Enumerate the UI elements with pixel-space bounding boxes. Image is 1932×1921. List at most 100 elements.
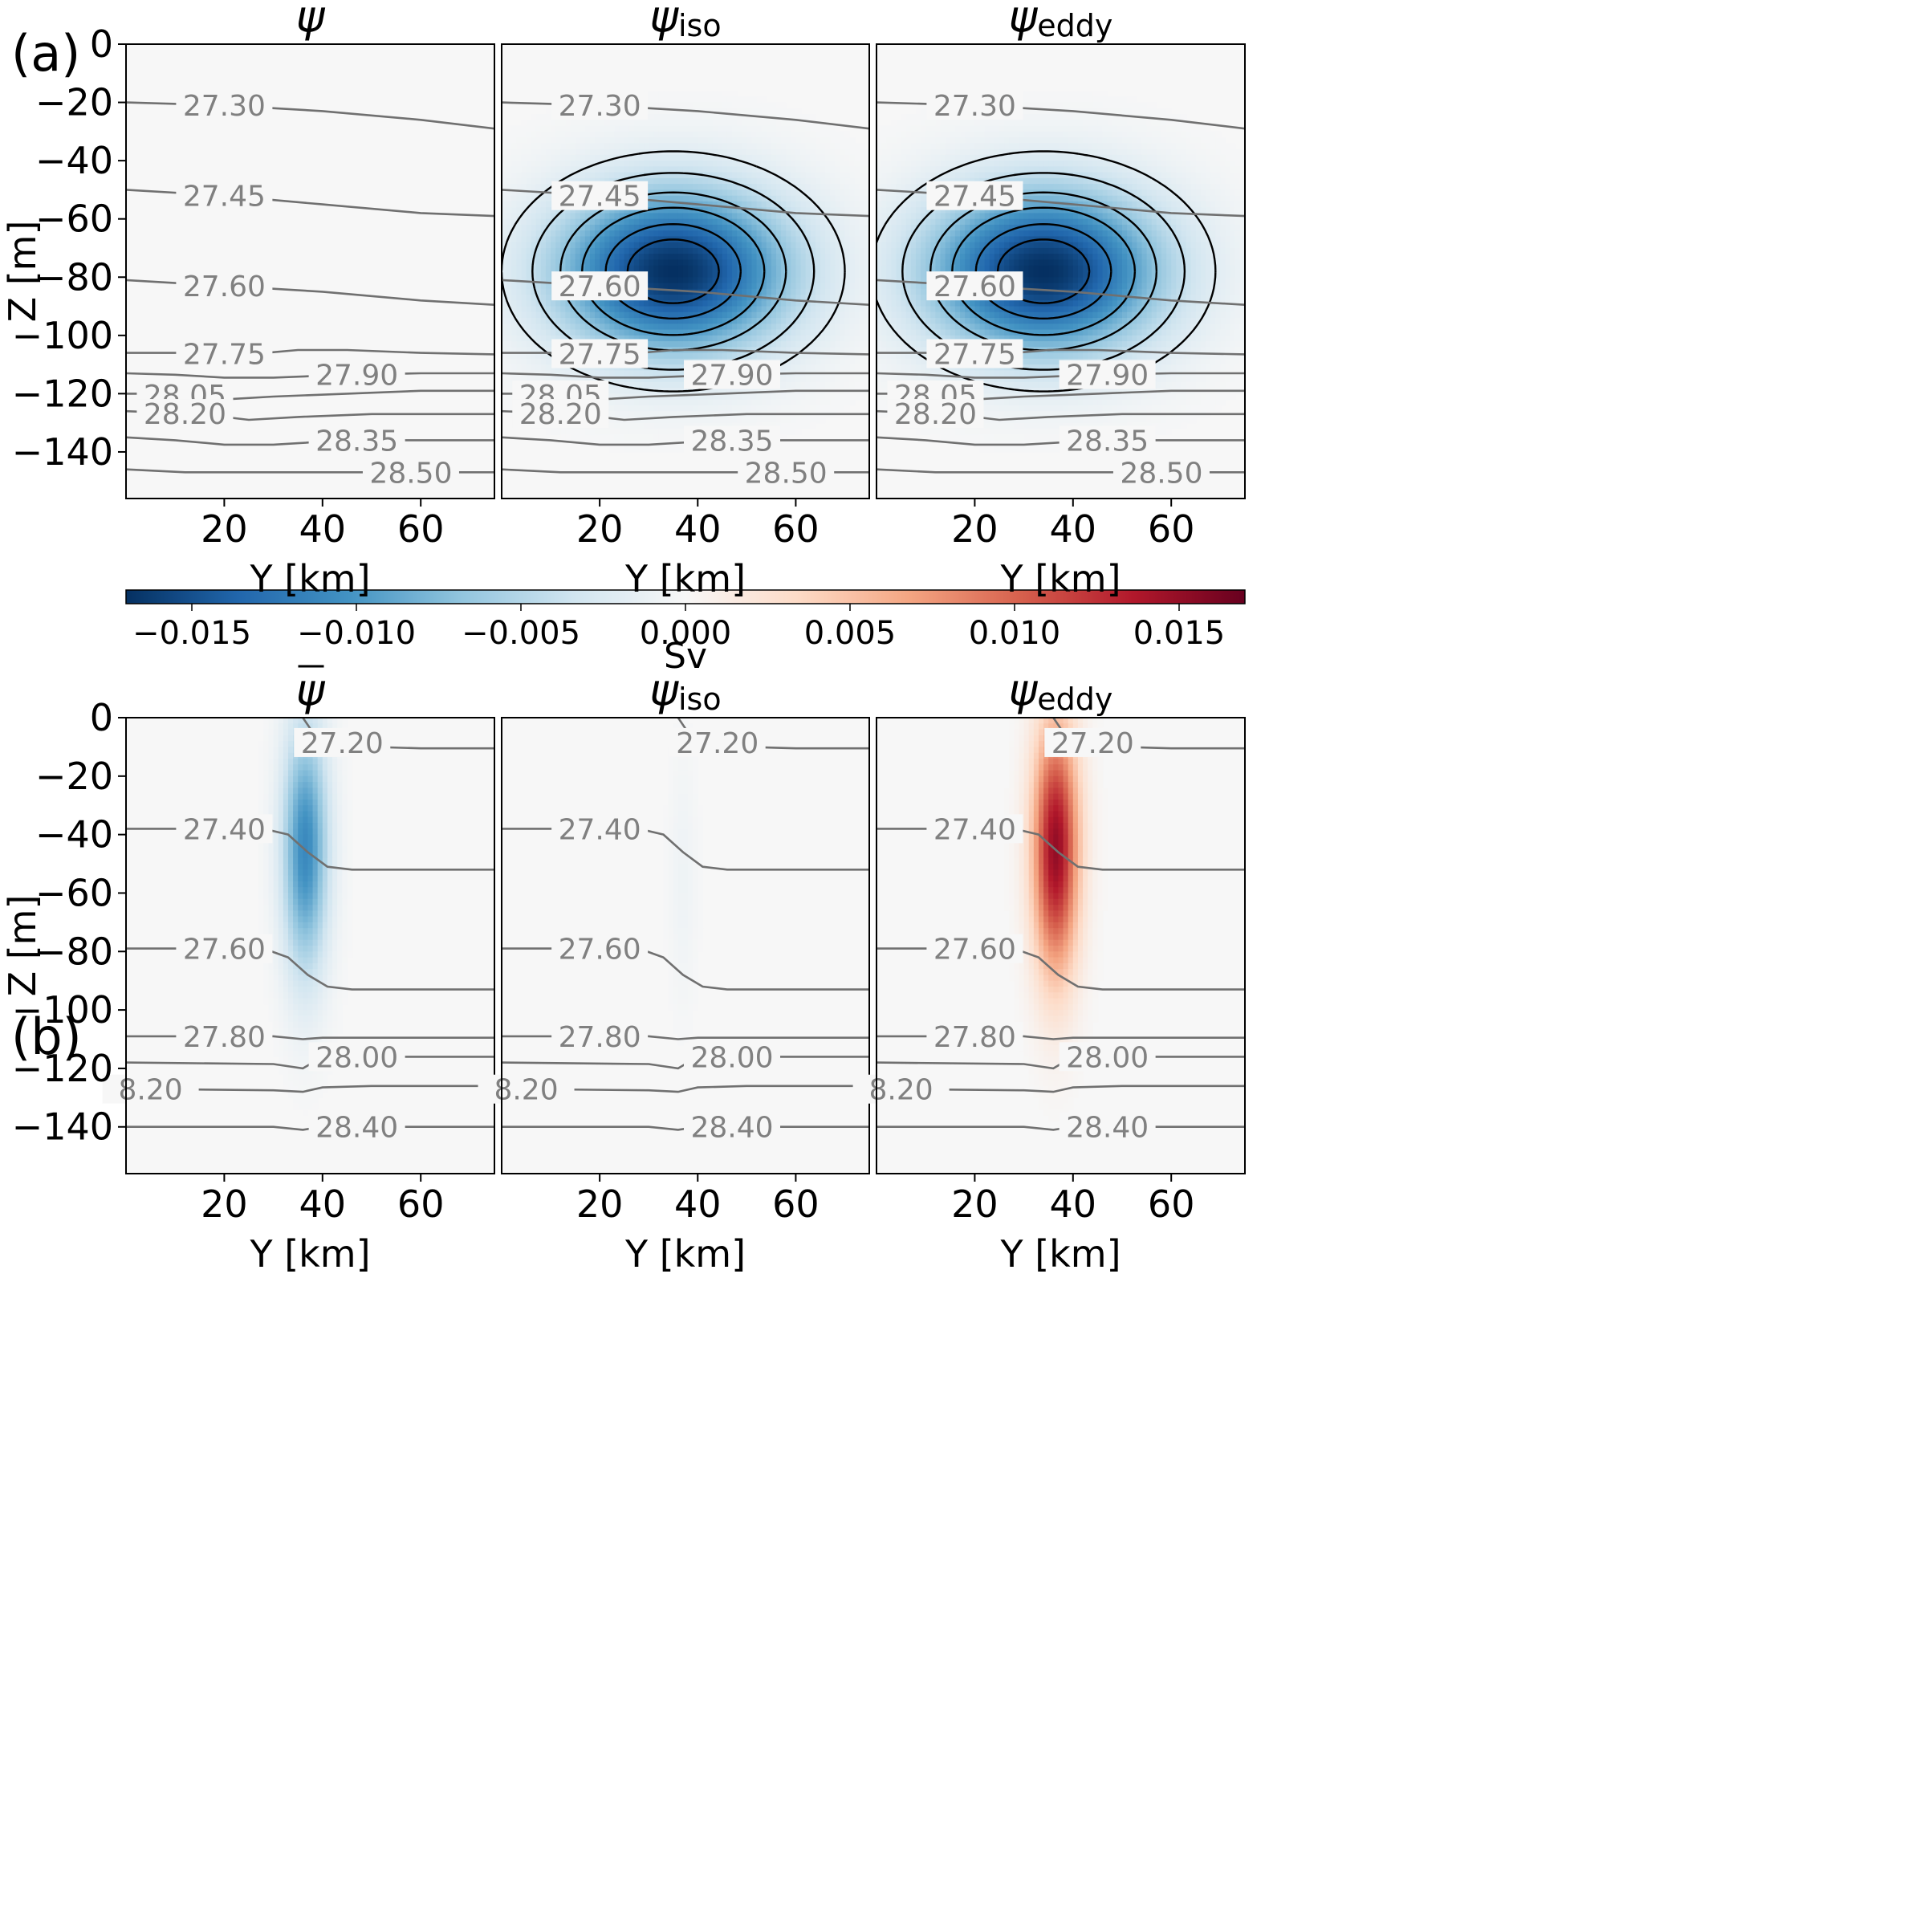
heatmap-cell [844,247,851,254]
heatmap-cell [805,161,811,168]
heatmap-cell [1048,120,1055,127]
heatmap-cell [638,242,645,249]
heatmap-cell [565,247,571,254]
heatmap-cell [584,428,591,435]
heatmap-cell [756,161,763,168]
heatmap-cell [717,265,723,272]
heatmap-cell [859,236,865,243]
heatmap-cell [1068,114,1074,121]
heatmap-cell [722,399,728,406]
heatmap-cell [825,352,831,360]
heatmap-cell [771,236,777,243]
heatmap-cell [682,411,689,418]
heatmap-cell [698,335,704,342]
heatmap-cell [658,405,665,412]
heatmap-cell [677,405,684,412]
heatmap-cell [810,288,816,295]
heatmap-cell [849,154,856,161]
heatmap-cell [663,91,669,98]
heatmap-cell [732,254,738,261]
heatmap-cell [638,131,645,138]
heatmap-cell [1220,137,1226,144]
heatmap-cell [580,329,586,336]
heatmap-cell [775,177,782,185]
heatmap-cell [940,125,946,132]
heatmap-cell [999,131,1005,138]
heatmap-cell [673,271,679,278]
x-tick-label: 20 [576,507,624,551]
heatmap-cell [742,399,748,406]
heatmap-cell [1097,114,1104,121]
heatmap-cell [673,376,679,383]
heatmap-cell [974,120,981,127]
heatmap-cell [712,213,718,220]
heatmap-cell [624,166,630,173]
heatmap-cell [565,370,571,377]
heatmap-cell [854,177,860,185]
heatmap-cell [565,230,571,238]
heatmap-cell [820,166,826,173]
heatmap-cell [746,189,753,197]
heatmap-cell [930,125,937,132]
heatmap-cell [589,131,596,138]
heatmap-cell [682,224,689,231]
heatmap-cell [570,254,576,261]
heatmap-cell [746,108,753,115]
heatmap-cell [766,300,772,307]
heatmap-cell [698,218,704,226]
heatmap-cell [781,224,787,231]
heatmap-cell [1077,114,1084,121]
heatmap-cell [864,341,869,348]
heatmap-cell [786,318,791,325]
heatmap-cell [633,446,640,453]
heatmap-cell [835,329,841,336]
heatmap-cell [781,114,787,121]
heatmap-cell [644,131,649,138]
heatmap-cell [761,405,767,412]
heatmap-cell [1092,131,1099,138]
heatmap-cell [726,399,733,406]
heatmap-cell [511,213,518,220]
y-tick-label: −20 [35,81,113,124]
heatmap-cell [800,242,807,249]
heatmap-cell [545,300,551,307]
heatmap-cell [609,161,616,168]
heatmap-cell [800,318,807,325]
heatmap-cell [830,405,836,412]
heatmap-cell [589,143,596,150]
heatmap-cell [580,230,586,238]
heatmap-cell [1146,131,1153,138]
heatmap-cell [746,207,753,214]
heatmap-cell [668,271,674,278]
heatmap-cell [864,161,869,168]
heatmap-cell [722,201,728,208]
heatmap-cell [619,161,625,168]
heatmap-cell [781,259,787,267]
heatmap-cell [707,417,714,424]
heatmap-cell [775,154,782,161]
heatmap-cell [502,329,507,336]
heatmap-cell [698,271,704,278]
heatmap-cell [795,364,802,372]
heatmap-cell [688,224,693,231]
heatmap-cell [614,259,620,267]
heatmap-cell [698,324,704,331]
heatmap-cell [521,306,527,313]
heatmap-cell [668,91,674,98]
heatmap-cell [575,131,581,138]
heatmap-cell [560,318,567,325]
heatmap-cell [653,172,660,179]
heatmap-cell [815,288,821,295]
heatmap-cell [560,218,567,226]
heatmap-cell [502,254,507,261]
heatmap-cell [545,259,551,267]
heatmap-cell [830,137,836,144]
heatmap-cell [726,324,733,331]
heatmap-cell [521,364,527,372]
heatmap-cell [614,440,620,447]
heatmap-cell [619,446,625,453]
heatmap-cell [859,247,865,254]
heatmap-cell [580,143,586,150]
heatmap-cell [707,213,714,220]
heatmap-cell [560,131,567,138]
